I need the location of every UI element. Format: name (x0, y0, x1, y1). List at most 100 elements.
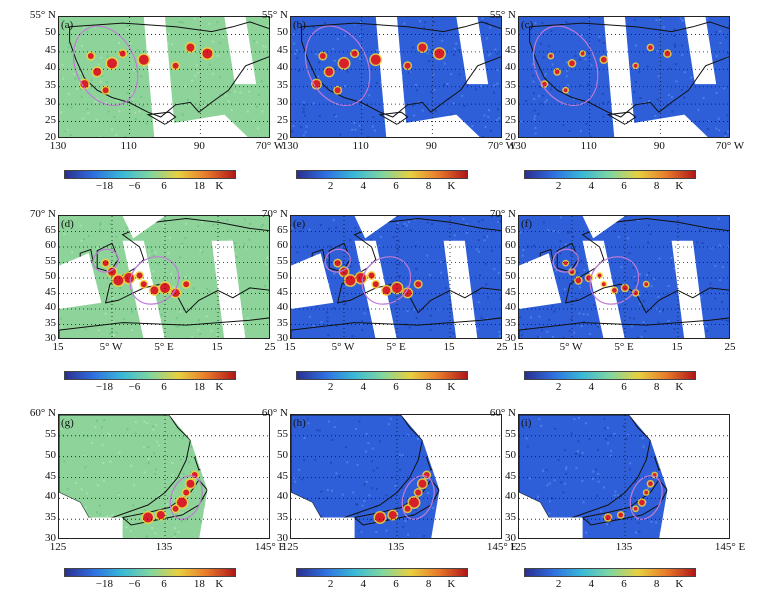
texture-cell (724, 132, 727, 135)
texture-cell (480, 316, 483, 319)
texture-cell (189, 471, 192, 474)
texture-cell (414, 244, 417, 247)
no-data-area (625, 114, 708, 137)
texture-cell (182, 472, 185, 475)
texture-cell (581, 480, 584, 483)
texture-cell (649, 233, 652, 236)
texture-cell (658, 531, 661, 534)
x-tick-label: 135 (155, 541, 173, 553)
texture-cell (129, 42, 132, 45)
texture-cell (332, 88, 335, 91)
texture-cell (84, 506, 87, 509)
texture-cell (233, 90, 236, 93)
hotspot (176, 497, 187, 508)
texture-cell (106, 81, 109, 84)
texture-cell (146, 422, 149, 425)
texture-cell (200, 520, 203, 523)
colorbar-tick-label: 8 (425, 180, 432, 192)
texture-cell (260, 225, 263, 228)
texture-cell (487, 109, 490, 112)
hotspot (171, 288, 180, 297)
texture-cell (639, 97, 642, 100)
texture-cell (367, 308, 370, 311)
texture-cell (116, 99, 119, 102)
colorbar-unit: K (215, 180, 224, 192)
texture-cell (98, 504, 101, 507)
texture-cell (309, 315, 312, 318)
texture-cell (498, 331, 501, 334)
texture-cell (125, 526, 128, 529)
texture-cell (370, 460, 373, 463)
texture-cell (331, 438, 334, 441)
y-tick-label: 55° N (261, 9, 288, 21)
texture-cell (252, 119, 255, 122)
texture-cell (353, 121, 356, 124)
texture-cell (496, 82, 499, 85)
texture-cell (171, 473, 174, 476)
colorbar-tick-label: 2 (555, 578, 562, 590)
texture-cell (465, 231, 468, 234)
texture-cell (567, 231, 570, 234)
texture-cell (493, 84, 496, 87)
y-tick-label: 40 (277, 61, 288, 74)
no-data-area (582, 216, 625, 239)
colorbar-tick-label: 6 (621, 381, 627, 393)
texture-cell (230, 108, 233, 111)
texture-cell (668, 67, 671, 70)
texture-cell (202, 508, 205, 511)
colorbar-tick-label: 4 (360, 578, 367, 590)
texture-cell (581, 451, 584, 454)
colorbar-tick-label: 6 (621, 180, 627, 192)
texture-cell (233, 251, 236, 254)
colorbar-gradient (296, 170, 468, 179)
texture-cell (107, 298, 110, 301)
texture-cell (724, 319, 727, 322)
x-tick-label: 145° E (486, 541, 518, 553)
texture-cell (335, 324, 338, 327)
texture-cell (433, 88, 436, 91)
texture-cell (346, 461, 349, 464)
texture-cell (525, 437, 528, 440)
texture-cell (721, 265, 724, 268)
texture-cell (171, 479, 174, 482)
texture-cell (632, 266, 635, 269)
y-tick-label: 30 (277, 532, 288, 544)
texture-cell (302, 110, 305, 113)
texture-cell (406, 285, 409, 288)
texture-cell (408, 326, 411, 329)
texture-cell (667, 320, 670, 323)
texture-cell (635, 44, 638, 47)
x-tick-label: 5° W (99, 341, 123, 353)
x-tick-label: 90 (425, 140, 437, 152)
texture-cell (315, 305, 318, 308)
texture-cell (573, 418, 576, 421)
texture-cell (650, 285, 653, 288)
texture-cell (554, 427, 557, 430)
texture-cell (82, 238, 85, 241)
texture-cell (354, 128, 357, 131)
colorbar-tick-label: 2 (555, 381, 562, 393)
texture-cell (299, 125, 302, 128)
texture-cell (584, 58, 587, 61)
texture-cell (673, 43, 676, 46)
texture-cell (318, 114, 321, 117)
no-data-area (59, 253, 102, 309)
texture-cell (402, 224, 405, 227)
texture-cell (334, 538, 336, 539)
texture-cell (291, 130, 294, 133)
texture-cell (133, 484, 136, 487)
texture-cell (589, 135, 592, 137)
x-tick-label: 15 (512, 341, 524, 353)
texture-cell (647, 241, 650, 244)
texture-cell (719, 279, 722, 282)
hotspot (370, 54, 381, 65)
x-tick-label: 135 (615, 541, 633, 553)
texture-cell (397, 228, 400, 231)
texture-cell (423, 21, 426, 24)
texture-cell (621, 538, 623, 539)
texture-cell (126, 226, 129, 229)
texture-cell (124, 135, 127, 137)
texture-cell (538, 315, 541, 318)
texture-cell (134, 86, 137, 89)
texture-cell (148, 246, 151, 249)
